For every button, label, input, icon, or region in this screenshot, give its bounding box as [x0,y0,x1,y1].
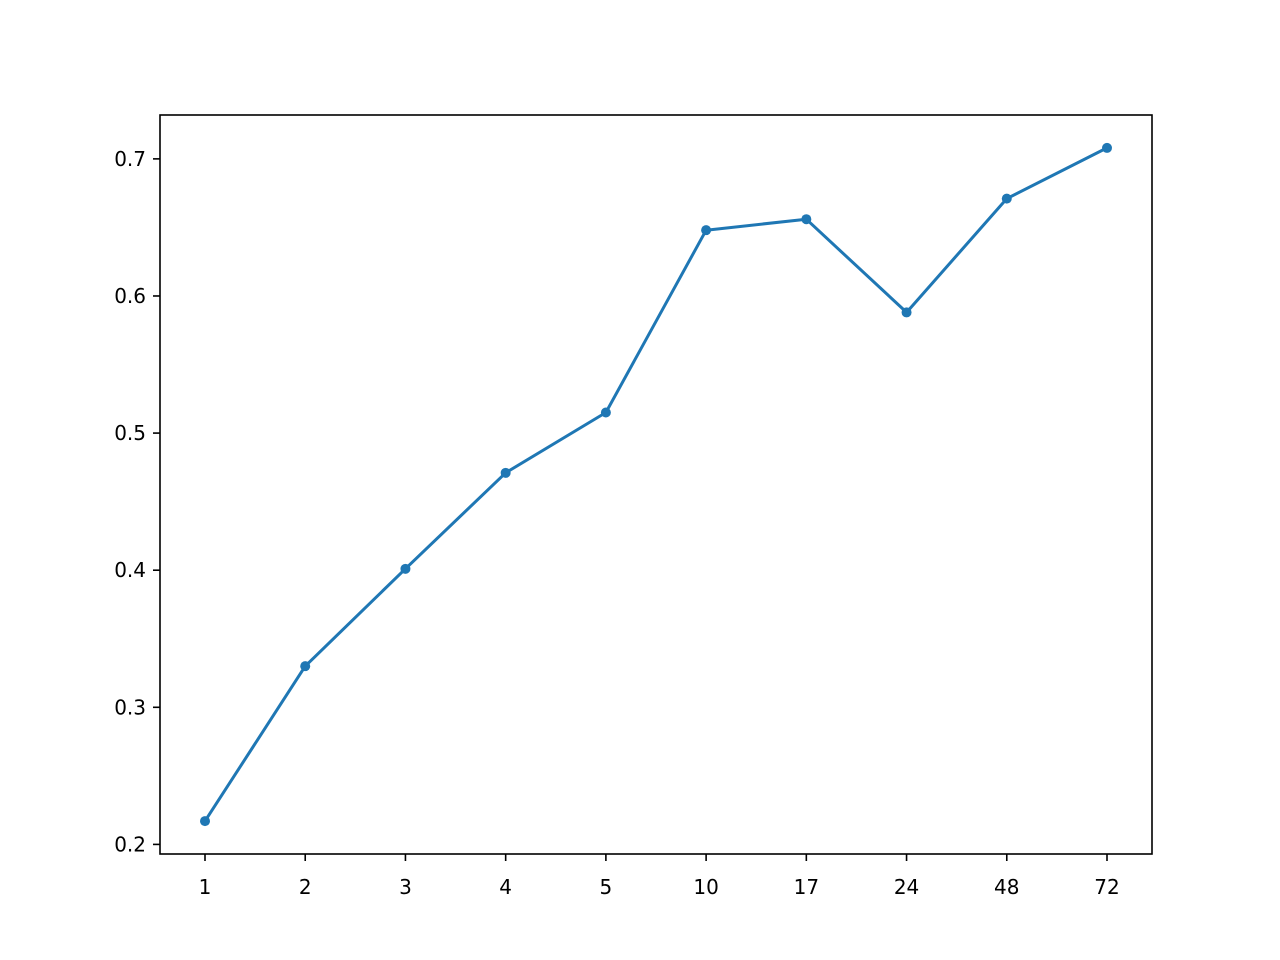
axis-layer: 1 2 3 4 5 10 17 24 48 72 0.2 0.3 0.4 0.5 0.6 0.7 [114,114,1153,899]
y-tick-label-0.2: 0.2 [114,832,146,856]
series-line-0 [203,146,1109,823]
y-tick-label-0.6: 0.6 [114,284,146,308]
x-tick-label-2: 2 [299,875,312,899]
x-tick-label-10: 10 [693,875,718,899]
x-tick-label-3: 3 [399,875,412,899]
data-point-24 [901,307,912,318]
axes-frame [159,114,1153,855]
y-tick-label-0.3: 0.3 [114,695,146,719]
y-tick-label-0.7: 0.7 [114,147,146,171]
data-point-2 [300,661,311,672]
y-tick-label-0.5: 0.5 [114,421,146,445]
plot-layer [200,142,1112,827]
x-tick-label-72: 72 [1094,875,1119,899]
data-point-4 [500,467,511,478]
x-tick-label-1: 1 [199,875,212,899]
x-tick-label-48: 48 [994,875,1019,899]
data-point-72 [1102,142,1112,153]
data-point-10 [701,225,712,236]
data-point-48 [1001,193,1012,204]
x-tick-label-17: 17 [794,875,819,899]
x-tick-label-4: 4 [499,875,512,899]
data-point-5 [600,407,611,418]
y-tick-label-0.4: 0.4 [114,558,146,582]
x-tick-label-24: 24 [894,875,919,899]
x-tick-label-5: 5 [600,875,613,899]
data-point-17 [801,214,812,225]
data-point-1 [200,816,210,827]
data-point-3 [400,563,411,574]
